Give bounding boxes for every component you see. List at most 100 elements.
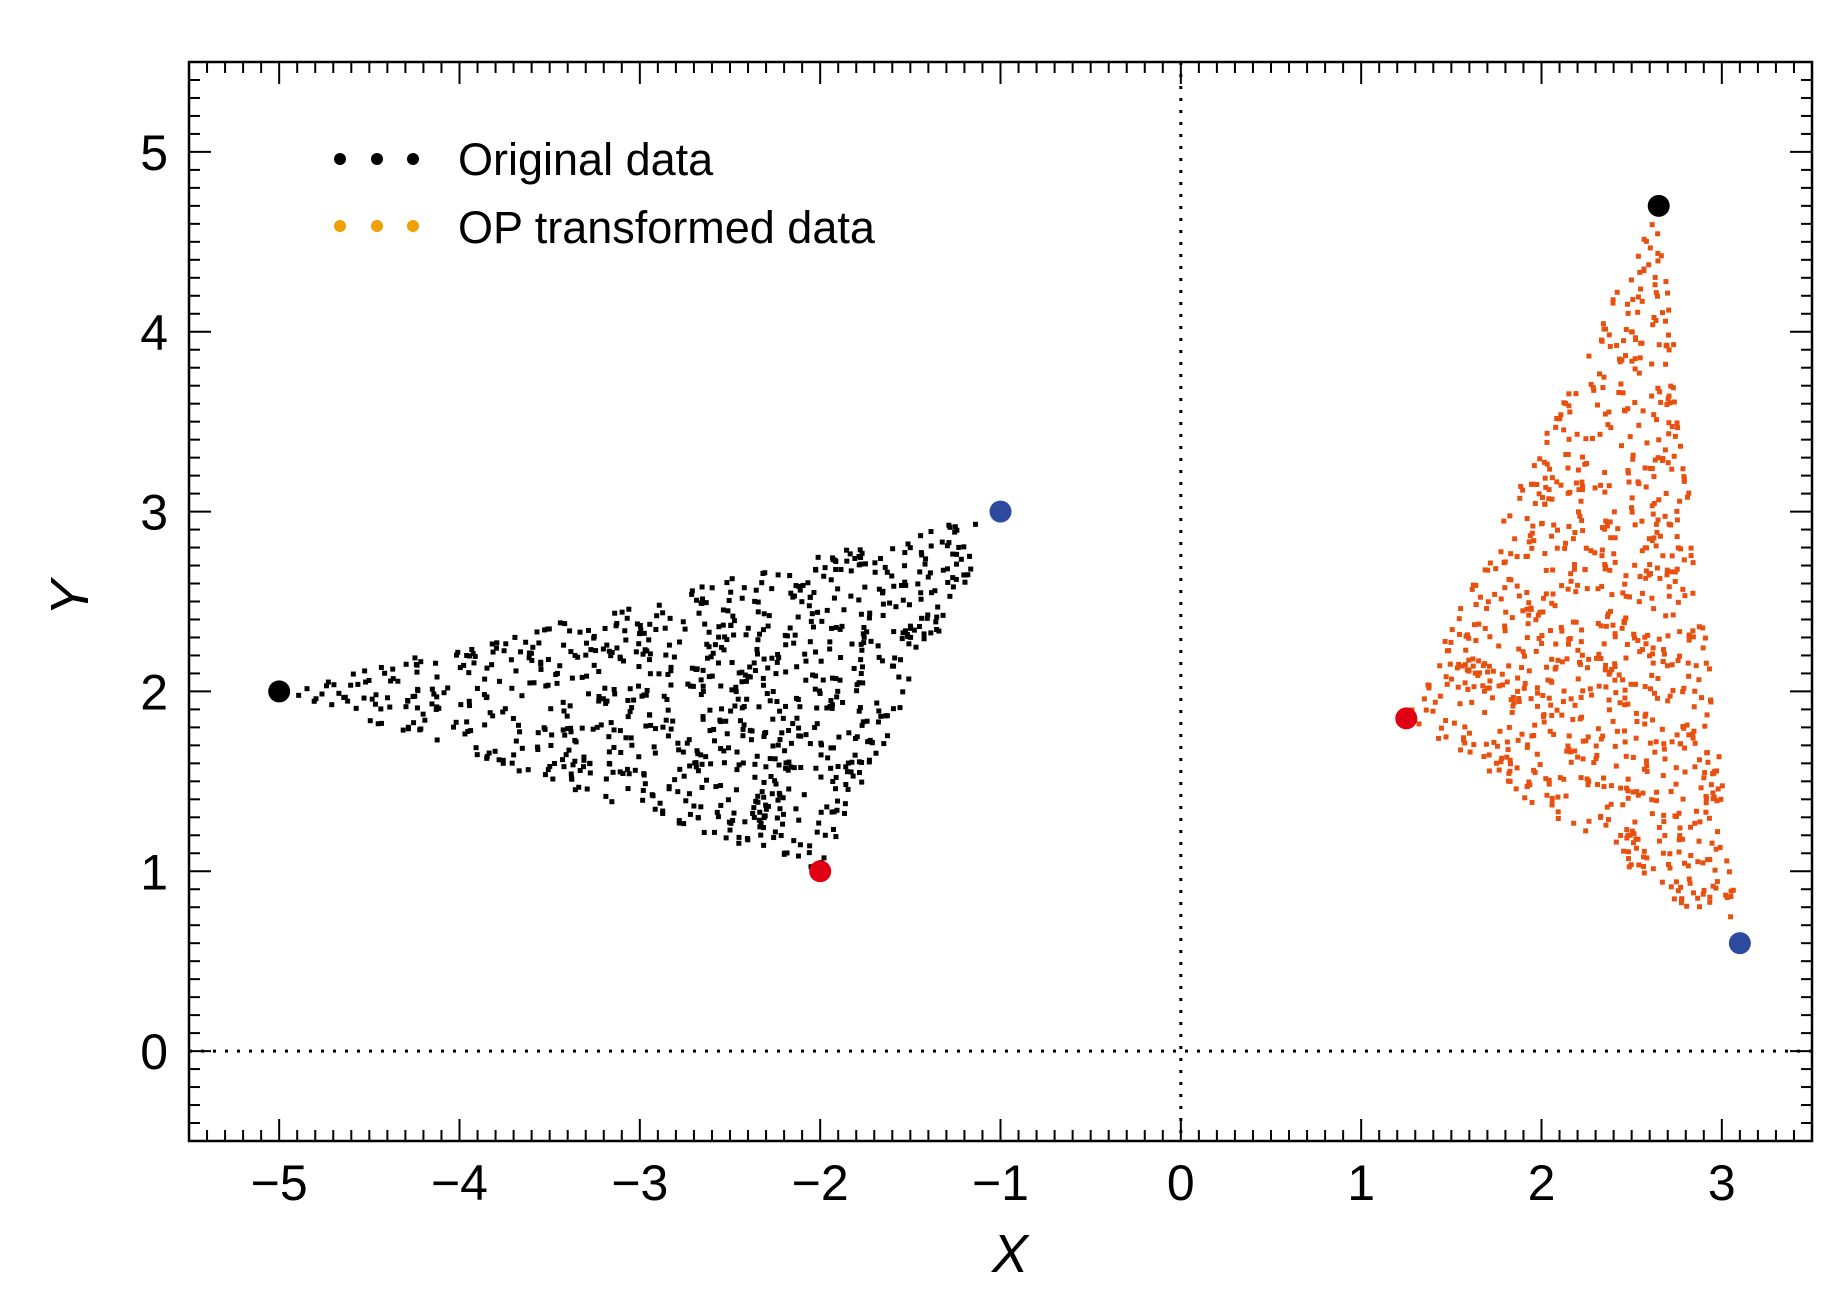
data-point xyxy=(560,699,566,705)
data-point xyxy=(1629,495,1635,501)
data-point xyxy=(758,820,764,826)
data-point xyxy=(433,660,439,666)
data-point xyxy=(705,655,711,661)
data-point xyxy=(640,797,646,803)
data-point xyxy=(1644,545,1650,551)
data-point xyxy=(1677,741,1683,747)
data-point xyxy=(728,708,734,714)
data-point xyxy=(1604,523,1610,529)
data-point xyxy=(843,764,849,770)
data-point xyxy=(1600,321,1606,327)
data-point xyxy=(329,702,335,708)
data-point xyxy=(1628,681,1634,687)
data-point xyxy=(732,703,738,709)
data-point xyxy=(689,665,695,671)
data-point xyxy=(1575,582,1581,588)
data-point xyxy=(733,684,739,690)
data-point xyxy=(1592,485,1598,491)
data-point xyxy=(1605,614,1611,620)
data-point xyxy=(760,682,766,688)
data-point xyxy=(1654,417,1660,423)
data-point xyxy=(625,714,631,720)
data-point xyxy=(1675,888,1681,894)
data-point xyxy=(1620,590,1626,596)
data-point xyxy=(1518,483,1524,489)
data-point xyxy=(1603,684,1609,690)
data-point xyxy=(1498,596,1504,602)
data-point xyxy=(484,694,490,700)
data-point xyxy=(703,754,709,760)
x-tick-label: 1 xyxy=(1347,1155,1375,1211)
data-point xyxy=(642,647,648,653)
data-point xyxy=(1649,222,1655,228)
data-point xyxy=(1663,361,1669,367)
data-point xyxy=(1677,825,1683,831)
data-point xyxy=(1661,819,1667,825)
data-point xyxy=(784,850,790,856)
data-point xyxy=(1524,589,1530,595)
data-point xyxy=(1534,481,1540,487)
data-point xyxy=(557,663,563,669)
data-point xyxy=(694,666,700,672)
x-tick-label: −3 xyxy=(611,1155,668,1211)
data-point xyxy=(881,741,887,747)
data-point xyxy=(889,663,895,669)
data-point xyxy=(486,750,492,756)
data-point xyxy=(1553,424,1559,430)
data-point xyxy=(682,626,688,632)
data-point xyxy=(1566,733,1572,739)
data-point xyxy=(1506,576,1512,582)
data-point xyxy=(896,674,902,680)
data-point xyxy=(695,751,701,757)
data-point xyxy=(1554,479,1560,485)
data-point xyxy=(617,769,623,775)
data-point xyxy=(1637,649,1643,655)
data-point xyxy=(698,692,704,698)
data-point xyxy=(807,594,813,600)
data-point xyxy=(1649,595,1655,601)
data-point xyxy=(1541,719,1547,725)
data-points xyxy=(296,222,1736,920)
data-point xyxy=(663,717,669,723)
data-point xyxy=(714,809,720,815)
data-point xyxy=(1475,672,1481,678)
data-point xyxy=(1691,704,1697,710)
data-point xyxy=(548,743,554,749)
data-point xyxy=(1573,619,1579,625)
data-point xyxy=(814,721,820,727)
data-point xyxy=(961,544,967,550)
data-point xyxy=(457,665,463,671)
data-point xyxy=(1710,796,1716,802)
data-point xyxy=(800,582,806,588)
data-point xyxy=(1614,728,1620,734)
data-point xyxy=(829,675,835,681)
data-point xyxy=(1655,231,1661,237)
data-point xyxy=(468,728,474,734)
data-point xyxy=(1482,661,1488,667)
data-point xyxy=(770,689,776,695)
data-point xyxy=(719,706,725,712)
y-tick-label: 3 xyxy=(140,485,168,541)
data-point xyxy=(660,808,666,814)
data-point xyxy=(753,798,759,804)
data-point xyxy=(469,646,475,652)
data-point xyxy=(1534,751,1540,757)
data-point xyxy=(1629,509,1635,515)
data-point xyxy=(560,727,566,733)
data-point xyxy=(1659,310,1665,316)
data-point xyxy=(1487,678,1493,684)
axis-ticks xyxy=(188,61,1813,1142)
data-point xyxy=(1633,845,1639,851)
data-point xyxy=(954,527,960,533)
data-point xyxy=(1573,480,1579,486)
data-point xyxy=(1564,656,1570,662)
data-point xyxy=(807,843,813,849)
data-point xyxy=(1540,609,1546,615)
data-point xyxy=(1645,632,1651,638)
data-point xyxy=(1595,620,1601,626)
data-point xyxy=(1654,565,1660,571)
data-point xyxy=(1719,783,1725,789)
data-point xyxy=(1457,701,1463,707)
data-point xyxy=(624,615,630,621)
data-point xyxy=(755,793,761,799)
